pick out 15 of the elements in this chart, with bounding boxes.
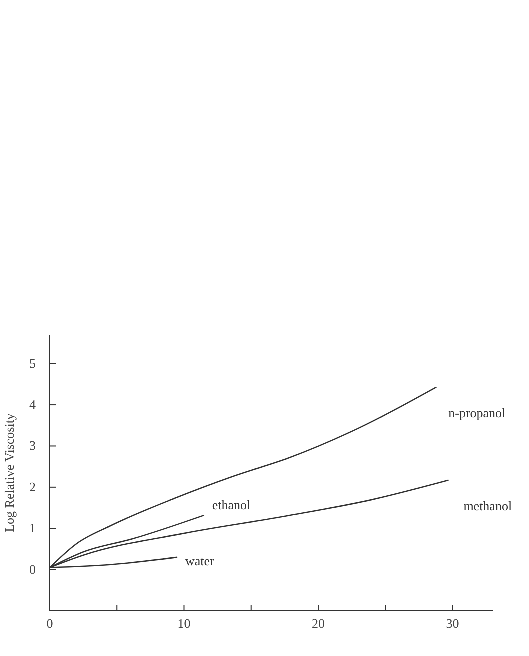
- y-tick-label: 4: [30, 397, 36, 412]
- series-label: n-propanol: [448, 405, 506, 420]
- series-label: ethanol: [212, 497, 252, 512]
- series-label: methanol: [464, 498, 512, 514]
- y-tick-label: 1: [30, 520, 36, 536]
- y-tick-label: 0: [30, 562, 36, 577]
- x-tick-label: 20: [312, 616, 325, 631]
- y-tick-label: 5: [30, 356, 36, 371]
- x-tick-label: 10: [178, 616, 191, 631]
- series-label: water: [186, 553, 216, 568]
- x-tick-label: 0: [46, 616, 54, 631]
- y-tick-label: 3: [30, 438, 36, 454]
- x-tick-label: 30: [446, 616, 460, 631]
- y-tick-label: 2: [30, 479, 36, 494]
- y-axis-title: Log Relative Viscosity: [2, 413, 17, 532]
